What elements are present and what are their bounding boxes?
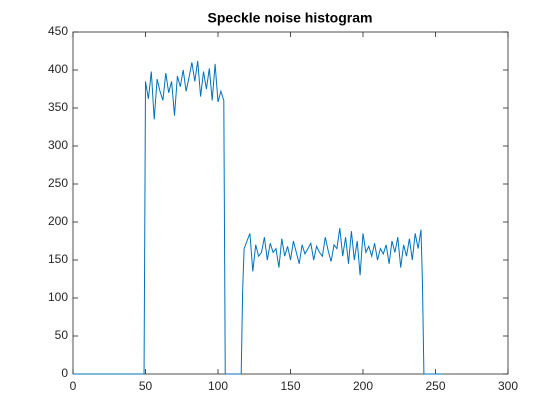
y-tick-label: 100 (48, 290, 68, 304)
x-tick-label: 300 (498, 379, 518, 393)
y-tick-label: 300 (48, 138, 68, 152)
x-tick-label: 250 (425, 379, 445, 393)
chart-title: Speckle noise histogram (208, 10, 373, 26)
data-line (73, 60, 443, 375)
y-tick-label: 400 (48, 62, 68, 76)
x-tick-label: 0 (70, 379, 77, 393)
x-tick-label: 100 (208, 379, 228, 393)
y-tick-label: 50 (55, 328, 69, 342)
y-tick-label: 0 (61, 366, 68, 380)
y-tick-label: 350 (48, 100, 68, 114)
y-tick-label: 250 (48, 176, 68, 190)
y-tick-label: 450 (48, 24, 68, 38)
x-tick-label: 50 (139, 379, 153, 393)
x-tick-label: 200 (353, 379, 373, 393)
y-tick-label: 150 (48, 252, 68, 266)
y-tick-label: 200 (48, 214, 68, 228)
x-tick-label: 150 (280, 379, 300, 393)
